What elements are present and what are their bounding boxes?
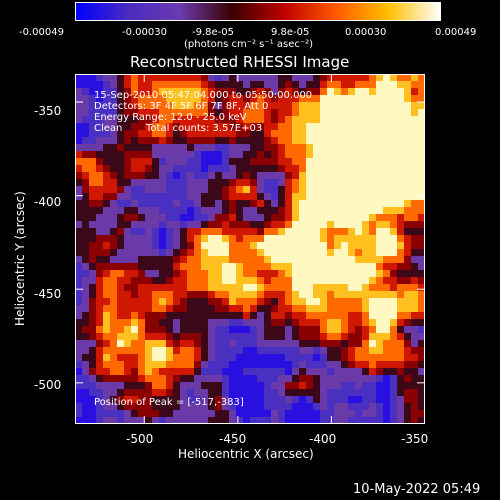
rhessi-map: [75, 74, 425, 424]
info-counts: Total counts: 3.57E+03: [146, 123, 263, 134]
info-peak-position: Position of Peak = [-517,-383]: [94, 397, 244, 408]
y-tick-label-3: -500: [34, 378, 62, 392]
plot-frame: [75, 74, 425, 424]
x-tick-label-2: -400: [309, 432, 337, 446]
x-tick-label-3: -350: [401, 432, 429, 446]
colorbar-units: (photons cm⁻² s⁻¹ asec⁻²): [184, 39, 314, 50]
info-time-range: 15-Sep-2010 05:47:04.000 to 05:50:00.000: [94, 90, 313, 101]
y-tick-label-2: -450: [34, 287, 62, 301]
colorbar-bar: [75, 2, 441, 21]
colorbar-tick-1: -0.00030: [122, 27, 167, 38]
y-tick-label-1: -400: [34, 195, 62, 209]
timestamp: 10-May-2022 05:49: [353, 482, 481, 497]
info-detectors: Detectors: 3F 4F 5F 6F 7F 8F, Att 0: [94, 101, 269, 112]
heatmap-pixels: [75, 74, 425, 424]
x-tick-label-1: -450: [219, 432, 247, 446]
colorbar-tick-2: -9.8e-05: [192, 27, 234, 38]
colorbar: [75, 2, 441, 21]
y-axis-label: Heliocentric Y (arcsec): [13, 191, 27, 326]
x-tick-label-0: -500: [126, 432, 154, 446]
info-energy: Energy Range: 12.0 - 25.0 keV: [94, 112, 247, 123]
colorbar-tick-0: -0.00049: [19, 27, 64, 38]
plot-title: Reconstructed RHESSI Image: [130, 53, 350, 71]
colorbar-tick-3: 9.8e-05: [271, 27, 310, 38]
axis-tick-marks: [75, 74, 425, 424]
x-axis-label: Heliocentric X (arcsec): [178, 447, 314, 461]
colorbar-tick-4: 0.00030: [345, 27, 387, 38]
info-method: Clean: [94, 123, 123, 134]
y-tick-label-0: -350: [34, 104, 62, 118]
colorbar-tick-5: 0.00049: [435, 27, 477, 38]
